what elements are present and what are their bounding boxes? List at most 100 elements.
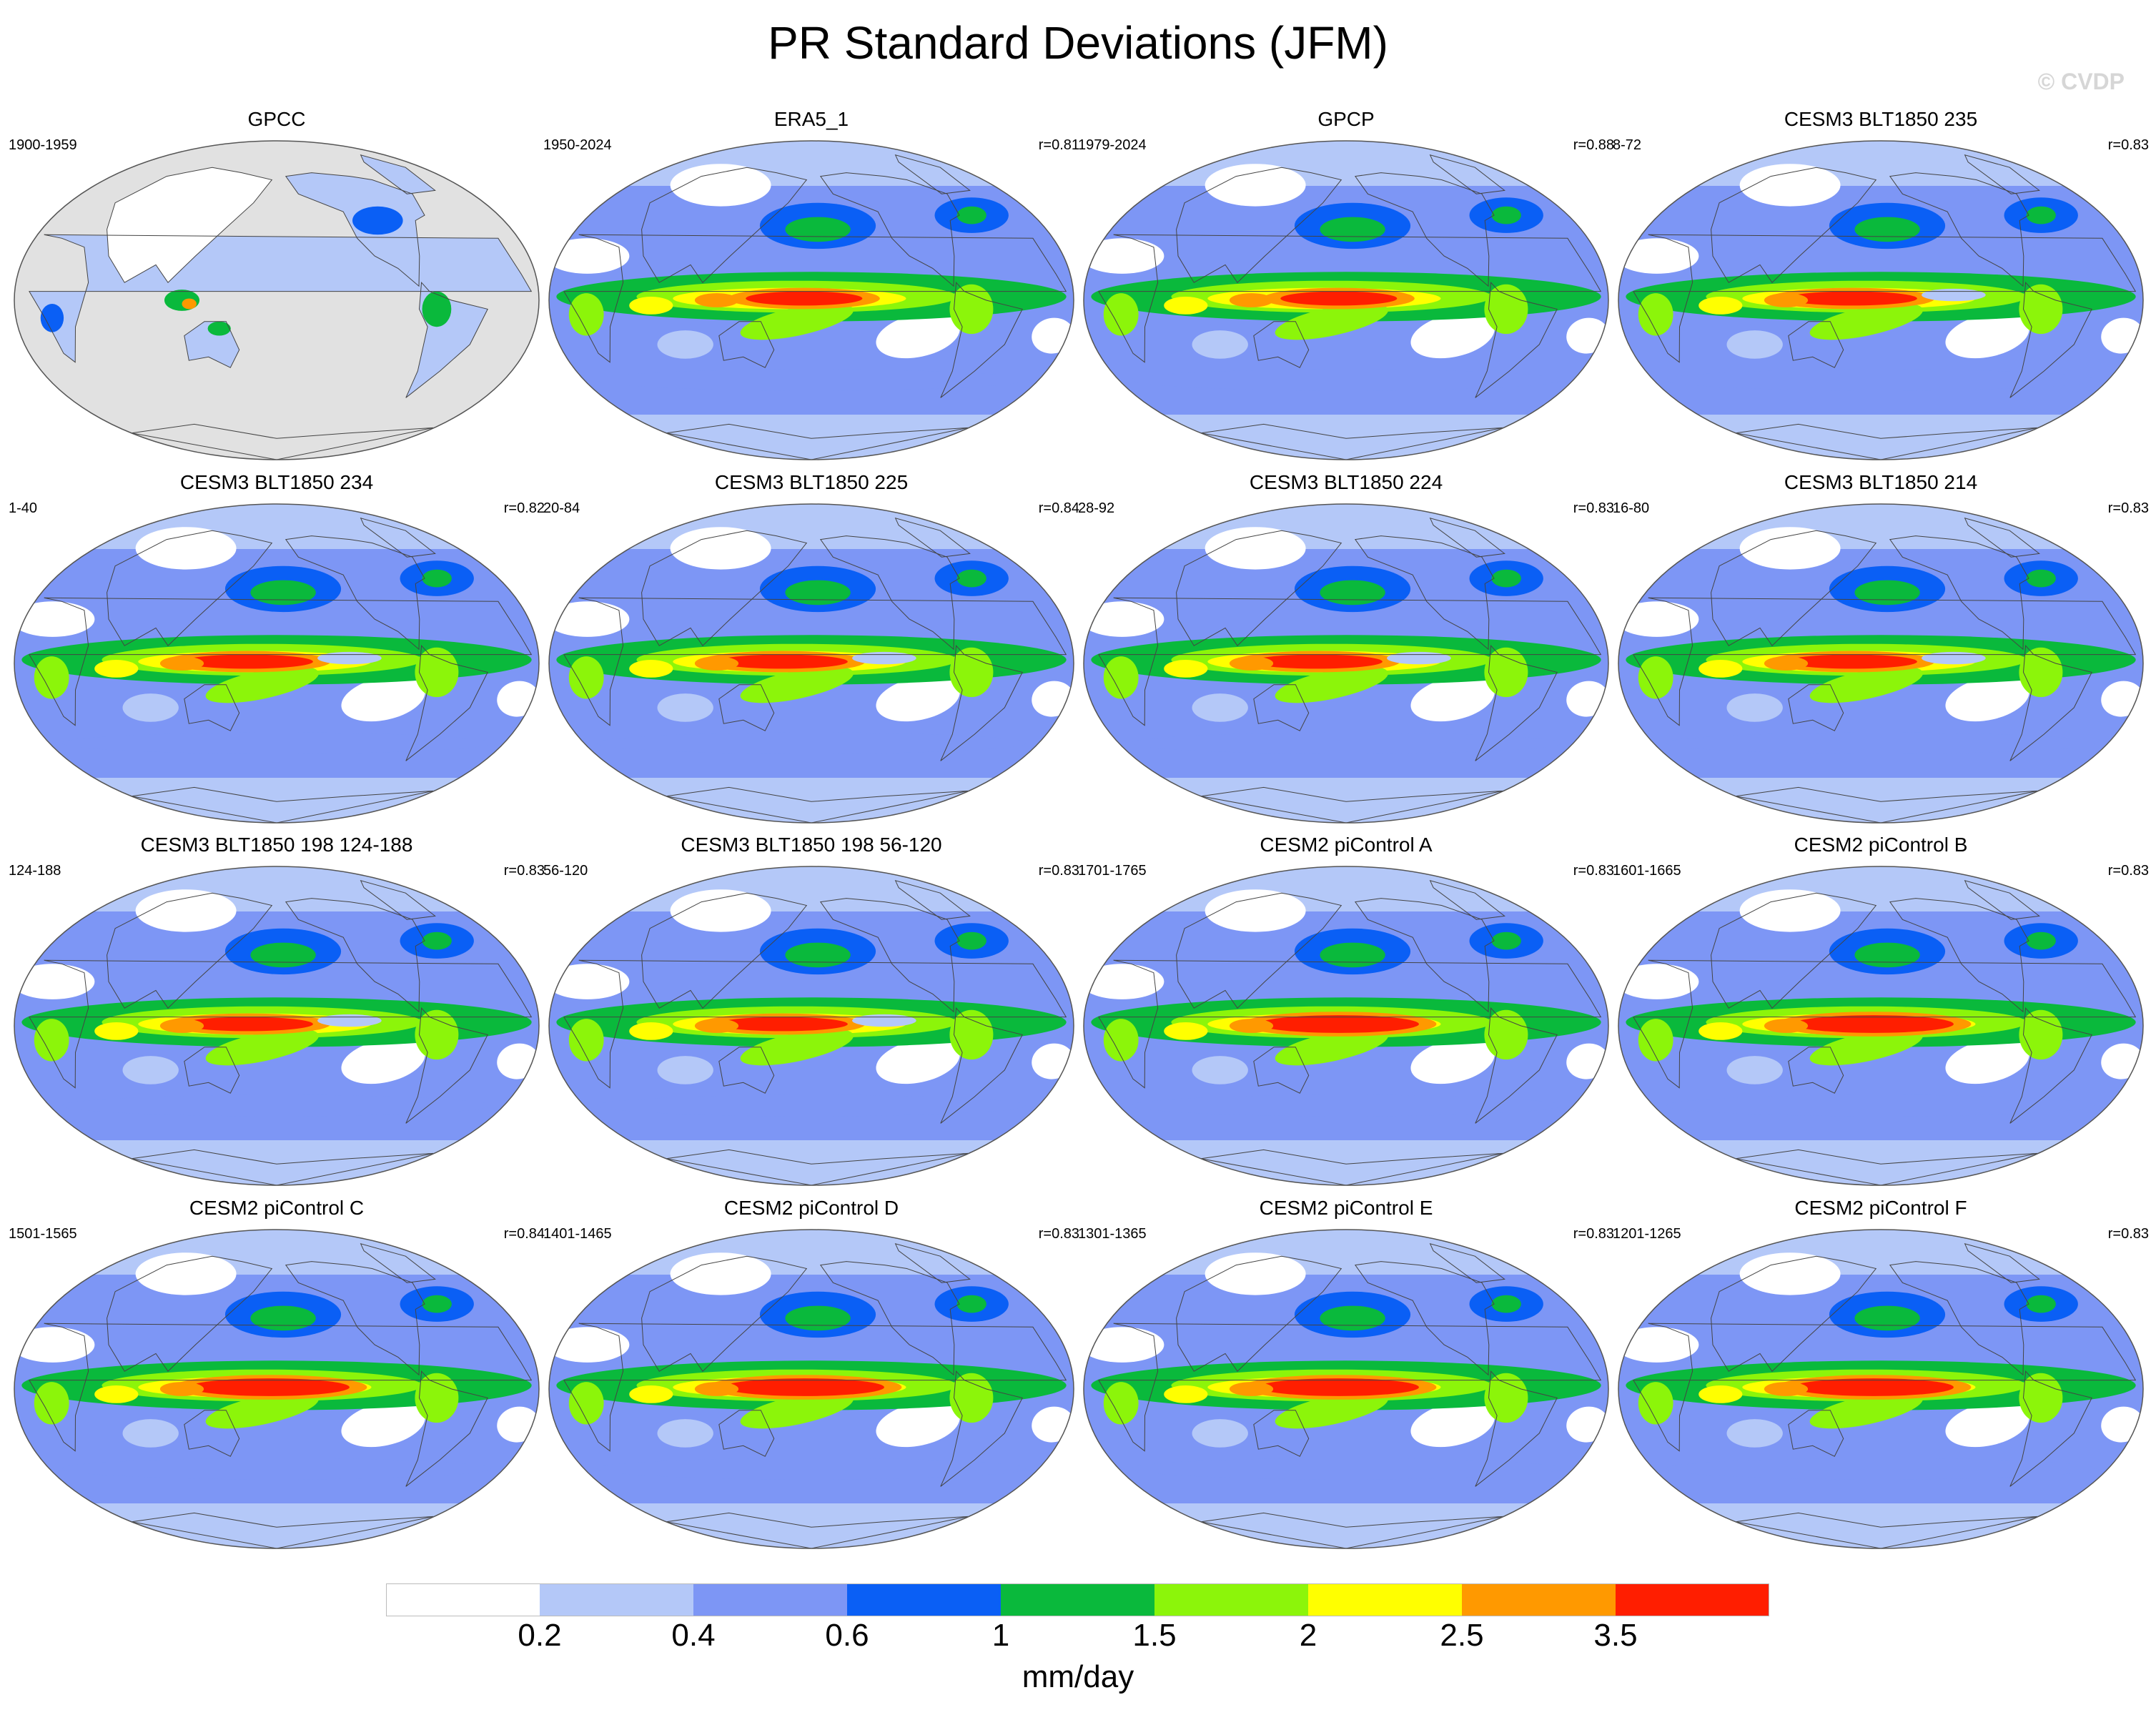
field-arctic bbox=[549, 141, 1074, 186]
coastline bbox=[360, 154, 436, 194]
coastline bbox=[360, 518, 436, 558]
coastline bbox=[1253, 321, 1310, 368]
coastline bbox=[1201, 786, 1503, 823]
panel-map bbox=[14, 1229, 540, 1549]
field-cold-tongue-edge bbox=[317, 651, 382, 665]
field-indian-ocean bbox=[1164, 1022, 1208, 1040]
field-amazon bbox=[415, 1009, 459, 1060]
panel-period: 16-80 bbox=[1613, 500, 1650, 516]
field-arctic bbox=[1618, 866, 2143, 911]
panel-title: CESM3 BLT1850 198 124-188 bbox=[140, 834, 413, 856]
coastline bbox=[1964, 518, 2040, 558]
field-spcz bbox=[740, 666, 854, 703]
panel-title: CESM3 BLT1850 224 bbox=[1249, 471, 1443, 493]
field-africa bbox=[1103, 1382, 1139, 1425]
panel-title: CESM2 piControl D bbox=[723, 1197, 899, 1219]
field-africa bbox=[568, 1382, 604, 1425]
field-indian-ocean bbox=[1698, 1385, 1743, 1403]
panel-map bbox=[548, 866, 1074, 1186]
coastline bbox=[1253, 1047, 1310, 1094]
field-spcz bbox=[1275, 303, 1388, 340]
panel-title: GPCP bbox=[1317, 108, 1375, 130]
panel-map bbox=[548, 140, 1074, 460]
field-arctic bbox=[14, 1230, 539, 1275]
panel-correlation: r=0.83 bbox=[2107, 500, 2149, 516]
field-southern-ocean bbox=[61, 732, 492, 754]
field-cold-tongue-edge bbox=[852, 1014, 916, 1027]
field-se-pacific-dry bbox=[876, 1039, 960, 1084]
field-spcz bbox=[1809, 303, 1923, 340]
coastline bbox=[1475, 1007, 1558, 1124]
map-border bbox=[1083, 1229, 1609, 1549]
coastline bbox=[940, 1370, 1023, 1487]
map-panel: CESM2 piControl D 1401-1465 r=0.83 bbox=[543, 1196, 1079, 1553]
field-southern-ocean bbox=[596, 732, 1027, 754]
coastline bbox=[405, 645, 488, 761]
field-maritime-continent bbox=[159, 1382, 204, 1396]
field-se-pacific-dry bbox=[341, 1402, 425, 1448]
map-field bbox=[14, 1230, 539, 1548]
map-panel: CESM3 BLT1850 224 28-92 r=0.83 bbox=[1078, 470, 1614, 828]
field-se-pacific-dry bbox=[876, 313, 960, 359]
field-amazon bbox=[415, 647, 459, 698]
field-antarctic bbox=[1618, 415, 2143, 460]
field-south-indian-dry bbox=[122, 1056, 179, 1084]
coastline bbox=[132, 786, 434, 823]
coastline bbox=[1475, 1370, 1558, 1487]
field-enso-red bbox=[182, 1017, 313, 1032]
panel-period: 20-84 bbox=[543, 500, 580, 516]
field-indian-ocean bbox=[1164, 1385, 1208, 1403]
field-amazon bbox=[949, 1373, 994, 1423]
field-enso-red bbox=[716, 654, 848, 669]
coastline bbox=[894, 1243, 971, 1283]
coastline bbox=[2009, 1007, 2092, 1124]
field-amazon bbox=[949, 647, 994, 698]
map-field bbox=[14, 866, 539, 1185]
coastline bbox=[1176, 1255, 1342, 1372]
field-sahara-dry bbox=[549, 964, 630, 999]
field-sahara-dry bbox=[14, 601, 95, 637]
coastline bbox=[563, 597, 1067, 726]
coastline bbox=[641, 1255, 808, 1372]
coastline bbox=[360, 880, 436, 920]
panel-correlation: r=0.83 bbox=[503, 863, 545, 879]
colorbar-segment bbox=[1462, 1583, 1616, 1616]
coastline bbox=[563, 234, 1067, 363]
coastline bbox=[1429, 1243, 1505, 1283]
map-border bbox=[1083, 866, 1609, 1186]
panel-map bbox=[1083, 140, 1609, 460]
field-north-pacific-core bbox=[785, 942, 851, 968]
field-north-atlantic-core bbox=[956, 1295, 986, 1313]
coastline bbox=[1736, 1149, 2038, 1185]
coastline bbox=[1633, 1323, 2137, 1452]
map-panel: CESM3 BLT1850 198 124-188 124-188 r=0.83 bbox=[9, 833, 545, 1190]
coastline bbox=[1354, 1261, 1495, 1376]
land-africa-mid bbox=[40, 304, 64, 332]
field-amazon bbox=[949, 1009, 994, 1060]
field-sahara-dry bbox=[1084, 238, 1164, 274]
field-maritime-continent bbox=[694, 656, 739, 671]
land-amazon-high bbox=[422, 291, 452, 327]
field-north-atlantic-core bbox=[1491, 1295, 1521, 1313]
colorbar-segment bbox=[540, 1583, 694, 1616]
map-border bbox=[548, 866, 1074, 1186]
field-se-pacific-dry bbox=[341, 1039, 425, 1084]
panel-period: 1301-1365 bbox=[1078, 1226, 1147, 1242]
coastline bbox=[819, 172, 960, 287]
coastline bbox=[285, 535, 425, 651]
field-southern-ocean bbox=[596, 1458, 1027, 1480]
coastline bbox=[184, 1047, 240, 1094]
map-panel: GPCP 1979-2024 r=0.88 bbox=[1078, 107, 1614, 465]
field-amazon bbox=[1484, 1373, 1528, 1423]
field-southern-ocean bbox=[61, 1458, 492, 1480]
field-africa bbox=[568, 1019, 604, 1062]
map-field bbox=[549, 504, 1074, 823]
land-field bbox=[360, 154, 435, 194]
coastline bbox=[184, 684, 240, 731]
field-southern-ocean bbox=[1666, 1094, 2096, 1117]
field-indian-ocean bbox=[629, 660, 673, 678]
coastline bbox=[107, 1255, 273, 1372]
field-cold-tongue-edge bbox=[1387, 651, 1451, 665]
field-maritime-continent bbox=[694, 1019, 739, 1033]
panel-map bbox=[1618, 866, 2144, 1186]
